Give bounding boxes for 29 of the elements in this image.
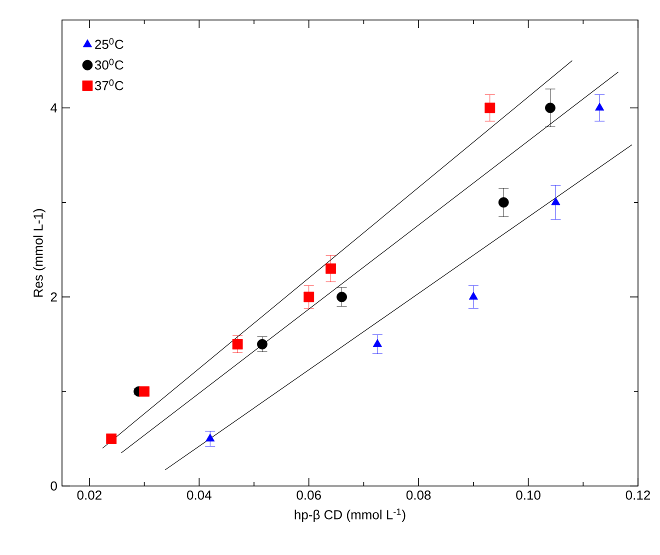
legend-label: 37$^{0}$C (94, 79, 124, 90)
point (551, 197, 560, 206)
y-axis-title: Res (mmol L-1) (33, 209, 46, 297)
point (498, 197, 509, 208)
point (595, 102, 604, 111)
y-tick-label: 4 (50, 103, 58, 112)
point (106, 434, 117, 444)
point (336, 292, 347, 302)
point (484, 102, 496, 114)
x-tick-label: 0.02 (77, 490, 102, 500)
point (206, 434, 215, 442)
x-tick-label: 0.04 (187, 490, 212, 500)
point (304, 292, 314, 302)
x-axis-title: hp-β CD (mmol L$^{-1}$) (294, 508, 406, 522)
legend-label: 25$^{0}$C (95, 38, 124, 49)
legend-label: 30$^{0}$C (94, 58, 124, 70)
x-tick-label: 0.08 (406, 490, 431, 500)
point (545, 102, 556, 114)
point (372, 339, 382, 347)
point (257, 339, 268, 350)
y-tick-label: 0 (50, 481, 57, 491)
y-tick-label: 2 (50, 292, 57, 302)
point (468, 292, 478, 300)
x-tick-label: 0.10 (516, 490, 540, 500)
point (232, 339, 243, 350)
point (139, 386, 150, 397)
x-tick-label: 0.12 (626, 490, 650, 500)
x-tick-label: 0.06 (296, 490, 321, 500)
point (326, 263, 336, 274)
